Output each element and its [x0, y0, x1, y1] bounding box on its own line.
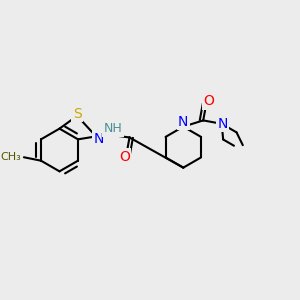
Text: O: O [119, 149, 130, 164]
Text: O: O [203, 94, 214, 108]
Text: N: N [178, 115, 188, 128]
Text: NH: NH [103, 122, 122, 135]
Text: N: N [93, 132, 104, 146]
Text: S: S [73, 106, 82, 121]
Text: CH₃: CH₃ [0, 152, 21, 162]
Text: N: N [218, 117, 228, 131]
